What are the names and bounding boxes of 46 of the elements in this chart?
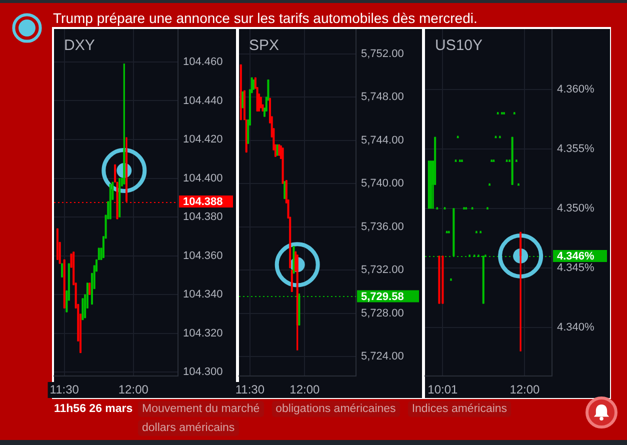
y-tick-label: 104.320 [183,327,223,340]
text: 11h56 26 mars [54,403,133,415]
y-tick-label: 5,736.00 [361,220,404,233]
text: Indices américains [408,401,512,417]
text: Trump prépare une annonce sur les tarifs automobiles dès mercredi. [53,10,478,26]
y-tick-label: 4.360% [557,84,595,96]
candlestick [82,298,84,320]
x-tick-label: 12:00 [290,382,320,397]
x-tick-label: 12:00 [510,382,540,397]
candlestick [511,136,514,186]
y-tick-label: 5,732.00 [361,264,404,276]
y-tick-label: 4.350% [557,202,595,214]
y-tick-label: 104.380 [183,211,223,224]
candlestick [292,246,295,274]
y-tick-label: 104.340 [183,288,223,301]
candlestick [520,232,522,352]
y-tick-label: 5,744.00 [361,134,404,146]
ref-line-label: 104.388 [183,196,223,208]
ref-line-label: 4.346% [557,250,595,263]
x-tick-label: 10:01 [428,382,458,397]
candlestick [438,256,440,304]
y-tick-label: 5,724.00 [361,350,404,363]
text: dollars américains [138,420,239,436]
y-tick-label: 104.460 [183,56,223,68]
y-tick-label: 104.300 [183,366,223,378]
text: Mouvement du marché [138,401,264,417]
y-tick-label: 4.355% [557,143,595,156]
y-tick-label: 5,740.00 [361,178,404,190]
x-tick-label: 12:00 [118,382,149,397]
ref-line-label: 5,729.58 [361,290,404,303]
y-tick-label: 5,728.00 [361,307,404,320]
text: DXY [64,37,95,54]
x-tick-label: 11:30 [50,382,80,397]
text: obligations américaines [272,401,400,417]
y-tick-label: 104.360 [183,250,223,262]
y-tick-label: 4.340% [557,321,595,334]
y-tick-label: 4.345% [557,262,595,274]
y-tick-label: 104.440 [183,94,223,107]
y-tick-label: 5,752.00 [361,48,404,60]
text: US10Y [435,37,483,54]
y-tick-label: 104.420 [183,134,223,146]
x-tick-label: 11:30 [235,382,265,397]
y-tick-label: 104.400 [183,172,223,184]
candlestick [442,256,444,304]
y-tick-label: 5,748.00 [361,91,404,104]
text: SPX [249,37,280,54]
